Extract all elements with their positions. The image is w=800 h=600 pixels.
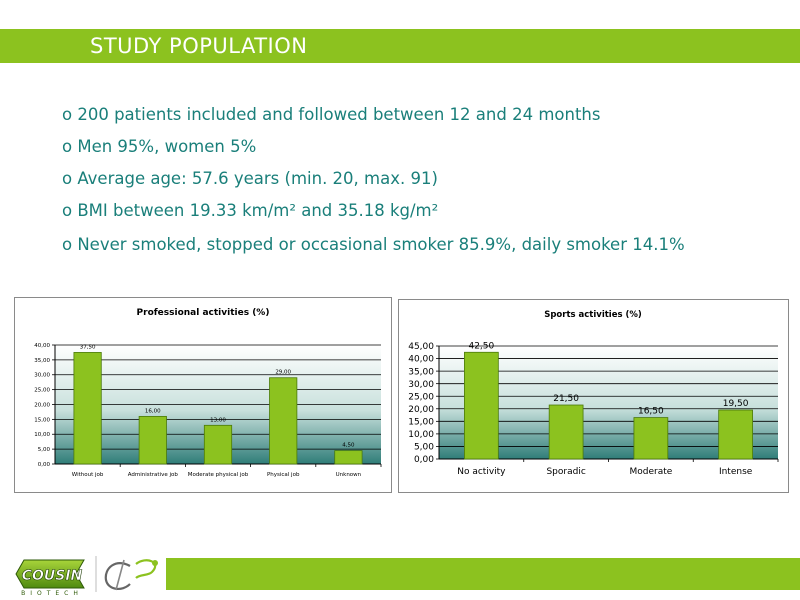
y-tick-label: 35,00 [34,358,50,364]
bullet-item: o Men 95%, women 5% [62,137,257,156]
company-logo: COUSIN BIOTECH [15,556,158,596]
data-label: 37,50 [80,344,96,350]
y-tick-label: 30,00 [34,373,50,379]
professional-activities-svg: Professional activities (%) 0,00 5,00 10,00… [34,308,382,478]
data-label: 16,50 [638,407,664,417]
professional-activities-chart: Professional activities (%) 0,00 5,00 10,00… [14,297,392,493]
bar [269,377,298,465]
logo-brand-text: COUSIN [22,568,83,584]
bar [138,416,167,465]
page-title: STUDY POPULATION [90,34,308,58]
x-tick-label: Sporadic [546,467,585,477]
bullet-item: o 200 patients included and followed bet… [62,105,601,124]
y-tick-label: 25,00 [408,392,434,402]
sports-activities-chart: Sports activities (%) 0,00 5,00 10,00 15,00 2… [398,299,789,493]
bar [548,404,584,460]
y-tick-label: 5,00 [38,447,51,453]
bullet-list: o 200 patients included and followed bet… [62,103,685,265]
y-tick-label: 10,00 [408,430,434,440]
y-tick-label: 10,00 [34,432,50,438]
x-tick-label: No activity [457,467,506,477]
title-band [0,29,800,63]
y-tick-label: 40,00 [34,343,50,349]
logo-sub-text: BIOTECH [21,590,83,596]
sports-activities-svg: Sports activities (%) 0,00 5,00 10,00 15,00 2… [408,310,779,477]
bullet-item: o Never smoked, stopped or occasional sm… [62,235,685,254]
chart-title: Sports activities (%) [544,310,642,320]
y-tick-label: 20,00 [408,405,434,415]
data-label: 19,50 [723,399,749,409]
y-tick-label: 0,00 [38,462,51,468]
y-tick-label: 30,00 [408,380,434,390]
data-label: 42,50 [468,341,494,351]
y-tick-label: 15,00 [408,417,434,427]
x-tick-label: Physical job [267,472,300,478]
y-tick-label: 5,00 [414,443,434,453]
y-tick-label: 25,00 [34,388,50,394]
x-tick-label: Moderate physical job [188,472,249,478]
data-label: 21,50 [553,394,579,404]
data-label: 29,00 [275,370,291,376]
bar [464,351,499,460]
y-tick-label: 40,00 [408,355,434,365]
y-tick-label: 45,00 [408,342,434,352]
data-label: 13,00 [210,417,226,423]
x-tick-label: Intense [719,467,753,477]
y-tick-label: 0,00 [414,455,434,465]
chart-title: Professional activities (%) [137,308,270,318]
bar [73,352,102,465]
x-tick-label: Without job [72,472,104,478]
bar [633,417,669,460]
bar [718,409,753,460]
bullet-item: o BMI between 19.33 km/m² and 35.18 kg/m… [62,201,439,220]
data-label: 4,50 [342,443,355,449]
data-label: 16,00 [145,408,161,414]
bullet-item: o Average age: 57.6 years (min. 20, max.… [62,169,438,188]
bar [203,424,233,465]
y-tick-label: 20,00 [34,402,50,408]
y-tick-label: 35,00 [408,367,434,377]
x-tick-label: Moderate [629,467,672,477]
footer-band [166,558,800,590]
x-tick-label: Administrative job [128,472,179,478]
x-tick-label: Unknown [336,472,362,478]
bar [334,450,363,465]
y-tick-label: 15,00 [34,417,50,423]
